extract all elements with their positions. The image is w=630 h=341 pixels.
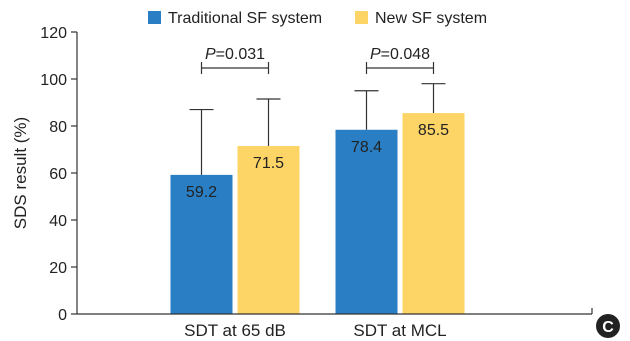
y-tick-label: 20 — [49, 260, 67, 277]
y-tick-label: 120 — [40, 25, 67, 42]
y-tick-label: 100 — [40, 72, 67, 89]
bar — [335, 129, 398, 314]
p-symbol: P — [370, 46, 381, 63]
y-tick-label: 0 — [58, 307, 67, 324]
bar-value-label: 59.2 — [186, 184, 217, 201]
legend-label: New SF system — [375, 10, 487, 27]
panel-label-badge: C — [596, 314, 620, 338]
p-symbol: P — [205, 46, 216, 63]
bars-group: 59.2 71.5 78.4 85.5 — [170, 83, 465, 314]
y-tick-label: 80 — [49, 119, 67, 136]
y-tick-label: 40 — [49, 213, 67, 230]
y-axis: 0 20 40 60 80 100 120 — [40, 25, 78, 324]
bar-value-label: 78.4 — [351, 139, 382, 156]
p-value: =0.031 — [216, 46, 265, 63]
legend-label: Traditional SF system — [168, 10, 322, 27]
bar — [402, 113, 465, 314]
bar-value-label: 85.5 — [418, 122, 449, 139]
x-tick-label: SDT at MCL — [353, 321, 446, 340]
bar — [170, 174, 233, 314]
y-tick-label: 60 — [49, 166, 67, 183]
bar-value-label: 71.5 — [253, 155, 284, 172]
p-value: =0.048 — [381, 46, 430, 63]
y-axis-label: SDS result (%) — [11, 117, 30, 229]
significance-annotations: P=0.031 P=0.048 — [200, 46, 435, 74]
legend: Traditional SF system New SF system — [148, 10, 487, 27]
legend-swatch — [355, 11, 368, 24]
bar — [237, 145, 300, 314]
panel-label-text: C — [602, 319, 614, 336]
p-value-label: P=0.048 — [370, 46, 430, 63]
p-value-label: P=0.031 — [205, 46, 265, 63]
x-axis: SDT at 65 dB SDT at MCL — [77, 308, 593, 340]
panel-label-circle — [596, 314, 620, 338]
legend-swatch — [148, 11, 161, 24]
x-tick-label: SDT at 65 dB — [184, 321, 286, 340]
